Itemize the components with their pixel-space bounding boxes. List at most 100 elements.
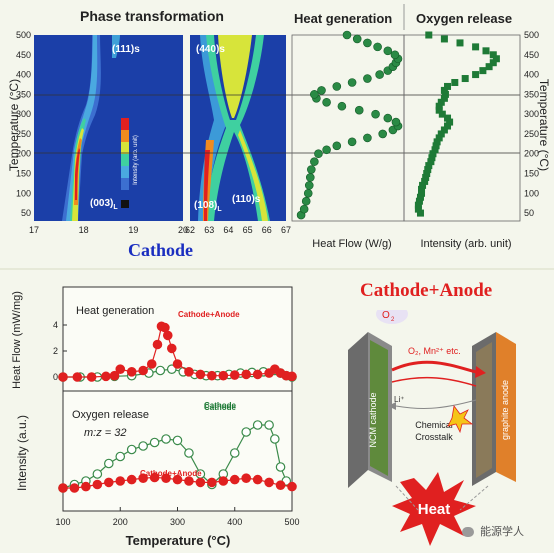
y-tick-label: 350 — [16, 89, 31, 99]
contour-left-features — [62, 35, 120, 221]
series-label-cathode-heat: Cathode — [204, 403, 237, 412]
heat-cathode-anode-marker — [58, 372, 68, 382]
oxygen-cathode-anode-marker — [252, 474, 263, 485]
y-tick-label: 500 — [16, 30, 31, 40]
oxygen-marker — [444, 122, 452, 130]
heat-cathode-anode-marker — [101, 371, 111, 382]
heat-marker — [317, 86, 326, 95]
heat-marker — [378, 129, 388, 139]
crosstalk-diagram: O 2 O₂, Mn²⁺ etc. Li⁺ Chemical Crosstalk… — [348, 310, 516, 546]
heat-marker — [371, 109, 380, 119]
oxygen-marker — [472, 71, 480, 79]
heat-marker — [390, 50, 400, 60]
heat-cathode-anode-marker — [160, 322, 170, 333]
oxygen-cathode-anode-marker — [104, 477, 114, 488]
oxygen-cathode-anode-marker — [229, 474, 240, 485]
bottom-section: Heat generation Oxygen release m:z = 32 … — [0, 270, 554, 553]
oxygen-marker — [444, 82, 452, 90]
y-tick-label: 300 — [524, 109, 539, 119]
oxygen-marker — [472, 43, 480, 51]
y-tick-label: 50 — [524, 208, 534, 218]
x-tick-label: 63 — [204, 225, 214, 235]
oxygen-marker — [435, 102, 443, 110]
oxygen-cathode-anode-marker — [207, 477, 217, 488]
series-label-cathode-oxygen: Cathode — [204, 401, 237, 410]
y-tick-label: 200 — [524, 149, 539, 159]
x-tick-label: 67 — [281, 225, 291, 235]
colorbar — [121, 118, 129, 208]
oxygen-cathode-anode-marker — [287, 481, 297, 492]
oxygen-cathode-anode-marker — [264, 477, 274, 488]
oxygen-cathode-line — [62, 424, 287, 489]
heat-cathode-anode-marker — [138, 365, 148, 376]
x-tick-label: 17 — [29, 225, 39, 235]
heat-marker — [301, 196, 311, 206]
heat-marker — [352, 34, 362, 44]
oxygen-cathode-anode-marker — [92, 479, 103, 490]
heat-marker — [342, 30, 352, 40]
x-tick-label: 18 — [79, 225, 89, 235]
oxygen-cathode-anode-marker — [115, 476, 126, 486]
arrow-label: O₂, Mn²⁺ etc. — [408, 346, 461, 356]
heat-marker — [310, 90, 319, 99]
oxygen-marker — [489, 59, 497, 67]
oxygen-xlabel: Intensity (arb. unit) — [420, 238, 511, 250]
oxygen-cathode-anode-marker — [218, 476, 229, 486]
heat-title: Heat generation — [294, 11, 393, 26]
intensity-frame — [62, 390, 293, 512]
heat-y-tick-label: 2 — [53, 346, 58, 356]
ncm-cathode-plate — [348, 332, 368, 488]
heat-marker — [373, 42, 382, 52]
cathode-label: Cathode — [128, 240, 194, 260]
oxygen-marker — [444, 114, 452, 122]
oxygen-marker — [440, 126, 448, 134]
oxygen-cathode-marker — [149, 437, 160, 448]
heat-cathode-marker — [155, 365, 166, 376]
x-tick-label: 65 — [243, 225, 253, 235]
oxygen-cathode-marker — [126, 444, 137, 455]
o2-label: O — [382, 310, 390, 321]
heat-marker — [347, 137, 357, 147]
oxygen-marker — [437, 130, 445, 138]
oxygen-marker — [492, 55, 500, 63]
heat-cathode-anode-marker — [252, 369, 263, 380]
heat-cathode-anode-marker — [241, 369, 251, 380]
bottom-x-tick-label: 400 — [227, 517, 242, 527]
y-tick-label: 100 — [16, 188, 31, 198]
oxygen-panel-subtitle: m:z = 32 — [84, 427, 127, 439]
y-tick-label: 450 — [524, 50, 539, 60]
oxygen-marker — [441, 90, 449, 98]
oxygen-marker — [423, 170, 431, 178]
heat-burst — [392, 472, 476, 546]
oxygen-cathode-marker — [161, 434, 171, 444]
oxygen-marker — [427, 158, 435, 166]
oxygen-release-markers — [414, 31, 500, 217]
heat-cathode-anode-marker — [207, 370, 217, 381]
y-tick-label: 100 — [524, 188, 539, 198]
heat-marker — [305, 173, 315, 182]
heat-cathode-anode-marker — [166, 343, 177, 354]
top-figure: Temperature (°C) Temperature (°C) — [7, 4, 551, 250]
heat-marker — [304, 181, 314, 190]
peak-label-111: (111)s — [112, 44, 140, 55]
oxygen-cathode-anode-marker — [138, 473, 148, 483]
y-ticks-right: 500 450 400 350 300 250 200 150 100 50 — [524, 30, 539, 218]
oxygen-cathode-anode-marker — [161, 473, 171, 483]
heat-cathode-anode-marker — [195, 369, 206, 380]
y-tick-label: 300 — [16, 109, 31, 119]
oxygen-marker — [437, 98, 445, 106]
oxygen-marker — [438, 110, 446, 118]
oxygen-cathode-anode-marker — [58, 483, 68, 493]
heat-marker — [310, 157, 319, 166]
oxygen-ylabel: Intensity (a.u.) — [15, 415, 29, 491]
y-tick-label: 150 — [524, 169, 539, 179]
heat-generation-markers — [296, 30, 403, 220]
heat-y-tick-label: 4 — [53, 320, 58, 330]
oxygen-cathode-marker — [252, 420, 263, 430]
heat-series — [58, 321, 297, 382]
y-tick-label: 250 — [524, 129, 539, 139]
oxygen-cathode-anode-marker — [195, 477, 206, 488]
oxygen-marker — [451, 78, 459, 86]
oxygen-cathode-marker — [264, 420, 274, 430]
oxygen-marker — [489, 51, 497, 59]
